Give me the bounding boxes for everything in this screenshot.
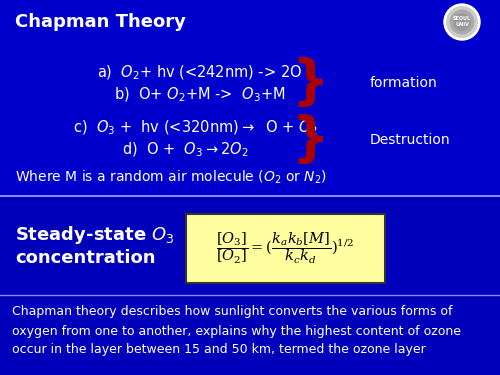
Text: a)  $O_2$+ hv (<242nm) -> 2O: a) $O_2$+ hv (<242nm) -> 2O <box>98 64 302 82</box>
Text: c)  $O_3$ +  hv (<320nm)$\rightarrow$  O + $O_2$: c) $O_3$ + hv (<320nm)$\rightarrow$ O + … <box>72 119 318 137</box>
Text: Chapman theory describes how sunlight converts the various forms of: Chapman theory describes how sunlight co… <box>12 306 452 318</box>
Text: formation: formation <box>370 76 438 90</box>
Circle shape <box>454 14 470 30</box>
Circle shape <box>450 10 473 34</box>
Bar <box>0 196 500 375</box>
Text: occur in the layer between 15 and 50 km, termed the ozone layer: occur in the layer between 15 and 50 km,… <box>12 344 426 357</box>
Text: SEOUL: SEOUL <box>453 15 471 21</box>
Text: Where M is a random air molecule ($O_2$ or $N_2$): Where M is a random air molecule ($O_2$ … <box>15 168 327 186</box>
Text: }: } <box>291 57 329 109</box>
Text: b)  O+ $O_2$+M ->  $O_3$+M: b) O+ $O_2$+M -> $O_3$+M <box>114 86 286 104</box>
Circle shape <box>444 4 480 40</box>
FancyBboxPatch shape <box>186 214 385 283</box>
Circle shape <box>446 7 478 37</box>
Text: concentration: concentration <box>15 249 156 267</box>
Text: UNIV: UNIV <box>455 22 469 27</box>
Text: oxygen from one to another, explains why the highest content of ozone: oxygen from one to another, explains why… <box>12 324 461 338</box>
Text: Steady-state $O_3$: Steady-state $O_3$ <box>15 224 174 246</box>
Text: d)  O +  $O_3$$\rightarrow$$2O_2$: d) O + $O_3$$\rightarrow$$2O_2$ <box>122 141 248 159</box>
Text: }: } <box>291 114 329 166</box>
Text: Destruction: Destruction <box>370 133 450 147</box>
Text: $\dfrac{[O_3]}{[O_2]} = (\dfrac{k_a k_b [M]}{k_c k_d})^{1/2}$: $\dfrac{[O_3]}{[O_2]} = (\dfrac{k_a k_b … <box>216 231 354 266</box>
Text: Chapman Theory: Chapman Theory <box>15 13 186 31</box>
